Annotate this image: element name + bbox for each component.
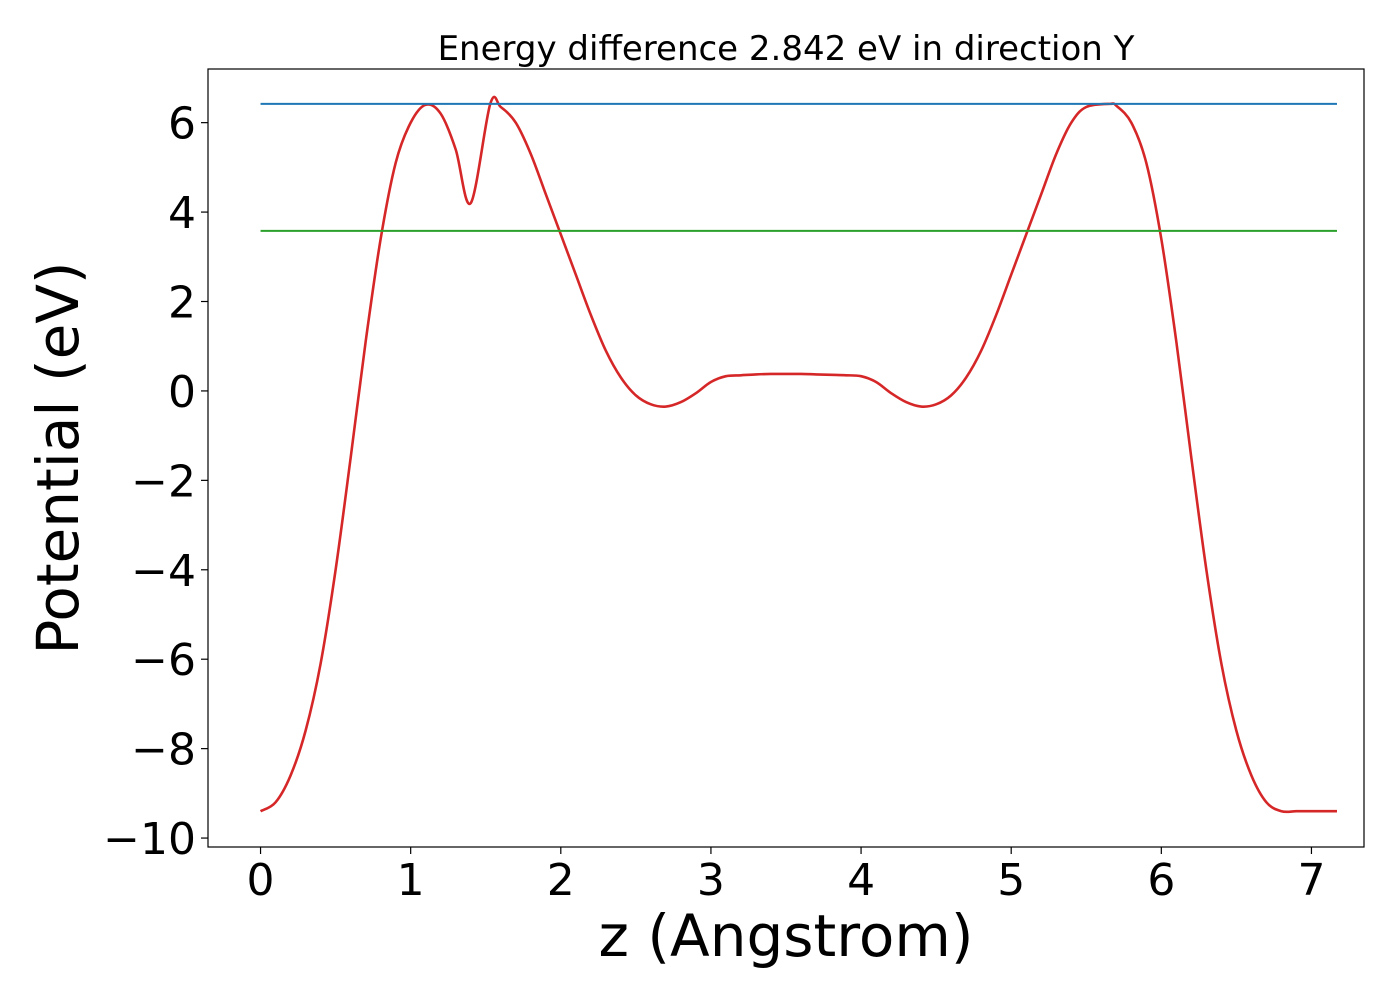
y-tick-label: −4 <box>131 546 196 597</box>
y-tick-label: −6 <box>131 635 196 686</box>
y-tick-label: 4 <box>168 188 196 239</box>
y-tick-label: −2 <box>131 456 196 507</box>
y-tick-label: −8 <box>131 725 196 776</box>
x-tick-label: 2 <box>547 855 575 906</box>
y-axis-label: Potential (eV) <box>24 261 92 654</box>
chart-title: Energy difference 2.842 eV in direction … <box>438 29 1135 69</box>
plot-frame <box>207 68 1365 848</box>
y-tick-label: 6 <box>168 99 196 150</box>
y-tick-label: 0 <box>168 367 196 418</box>
x-tick-label: 6 <box>1147 855 1175 906</box>
plot-area <box>259 95 1337 814</box>
x-tick-label: 7 <box>1297 855 1325 906</box>
x-axis: 0 1 2 3 4 5 6 7 <box>247 847 1325 906</box>
x-tick-label: 3 <box>697 855 725 906</box>
y-tick-label: 2 <box>168 278 196 329</box>
y-axis: −10 −8 −6 −4 −2 0 2 4 6 <box>103 99 208 865</box>
x-axis-label: z (Angstrom) <box>599 902 974 970</box>
x-tick-label: 5 <box>997 855 1025 906</box>
y-tick-label: −10 <box>103 814 196 865</box>
x-tick-label: 0 <box>247 855 275 906</box>
x-tick-label: 4 <box>847 855 875 906</box>
x-tick-label: 1 <box>397 855 425 906</box>
